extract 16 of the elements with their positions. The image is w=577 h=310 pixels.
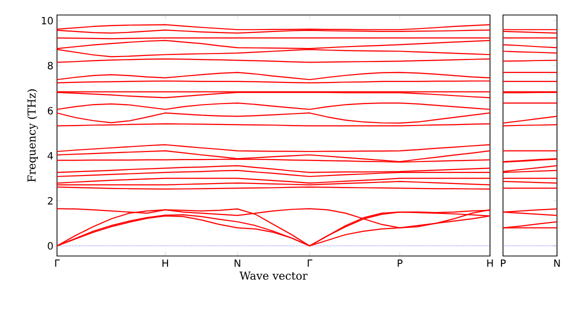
x-tick-label: Γ <box>55 260 60 267</box>
x-tick-label: Γ <box>308 260 312 267</box>
x-tick-label: H <box>487 260 493 267</box>
x-axis-title: Wave vector <box>240 272 308 280</box>
y-axis-title: Frequency (THz) <box>27 89 38 182</box>
y-tick-label: 4 <box>48 152 53 160</box>
y-tick-label: 6 <box>48 106 53 114</box>
y-tick-label: 8 <box>48 62 53 70</box>
x-tick-label: N <box>234 260 240 267</box>
x-tick-label: N <box>554 260 560 267</box>
x-tick-label: P <box>398 260 402 267</box>
x-tick-label: H <box>162 260 168 267</box>
y-tick-label: 2 <box>48 197 52 205</box>
x-tick-label: P <box>500 260 506 267</box>
y-tick-label: 10 <box>42 16 53 24</box>
y-tick-label: 0 <box>48 242 53 250</box>
